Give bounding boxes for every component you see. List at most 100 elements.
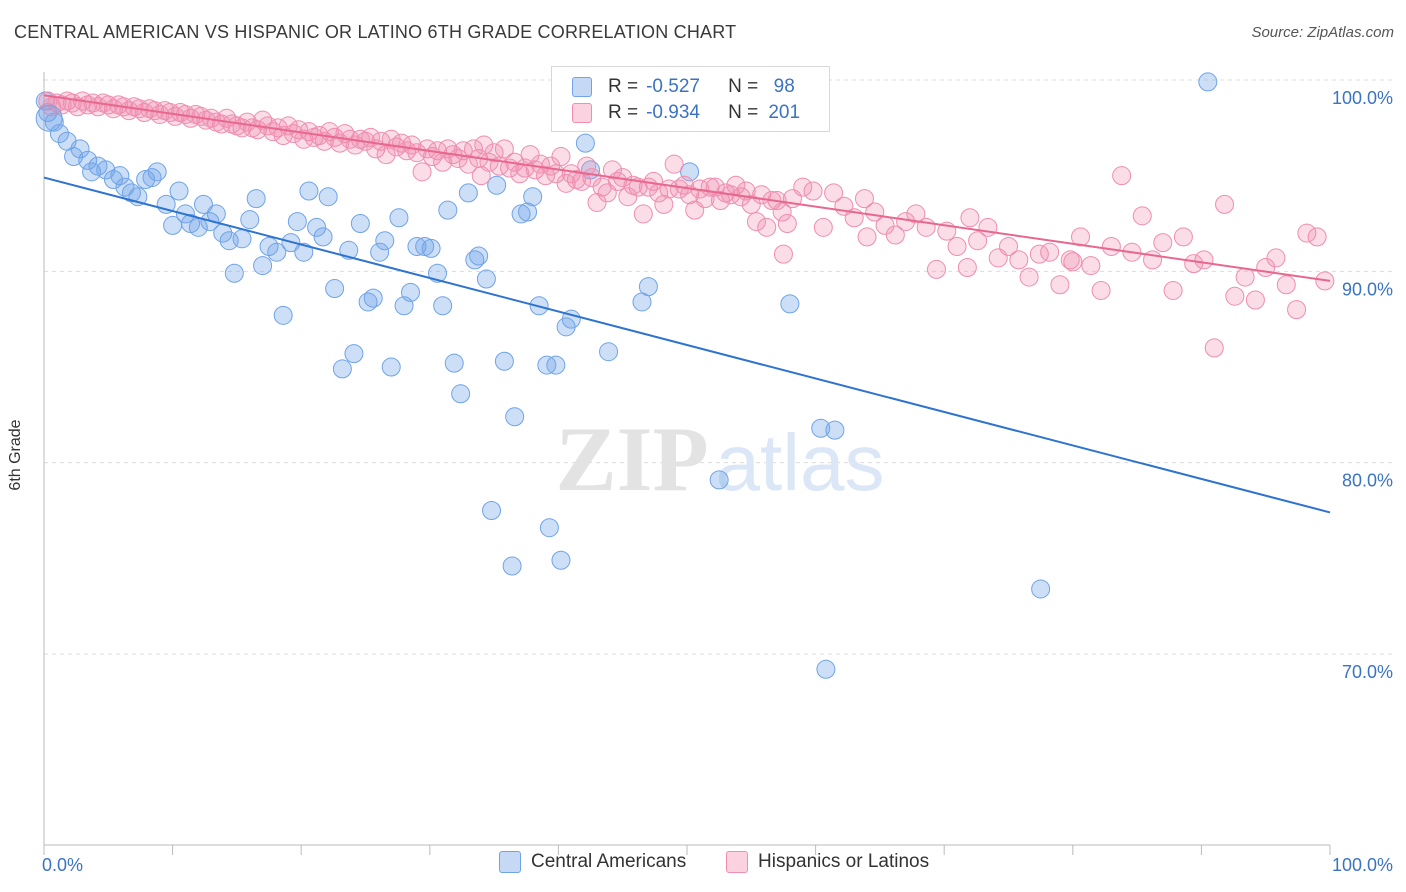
data-point-central-americans [363,288,383,308]
data-point-hispanics [857,227,877,247]
data-point-hispanics [633,204,653,224]
data-point-central-americans [240,210,260,230]
data-point-hispanics [1225,286,1245,306]
data-point-hispanics [561,164,581,184]
data-point-hispanics [474,135,494,155]
data-point-hispanics [1019,267,1039,287]
data-point-hispanics [978,217,998,237]
data-point-central-americans [224,263,244,283]
data-point-hispanics [458,154,478,174]
data-point-central-americans [350,213,370,233]
data-point-central-americans [78,150,98,170]
data-point-central-americans [147,162,167,182]
legend-item-hispanics: Hispanics or Latinos [726,851,929,873]
legend-swatch-central-americans [499,851,521,873]
data-point-hispanics [1163,280,1183,300]
data-point-central-americans [253,256,273,276]
data-point-hispanics [1063,252,1083,272]
data-point-hispanics [494,139,514,159]
data-point-hispanics [1081,256,1101,276]
data-point-central-americans [193,194,213,214]
data-point-central-americans [546,355,566,375]
data-point-hispanics [968,231,988,251]
data-point-central-americans [476,269,496,289]
data-point-central-americans [494,351,514,371]
data-point-central-americans [299,181,319,201]
data-point-central-americans [428,263,448,283]
data-point-central-americans [110,166,130,186]
data-point-central-americans [1198,72,1218,92]
data-point-central-americans [816,659,836,679]
data-point-central-americans [511,204,531,224]
data-point-hispanics [1060,250,1080,270]
data-point-central-americans [444,353,464,373]
data-point-hispanics [1184,254,1204,274]
data-point-central-americans [825,420,845,440]
data-point-hispanics [577,156,597,176]
x-tick-label: 100.0% [1332,855,1393,875]
data-point-central-americans [458,183,478,203]
data-point-central-americans [1031,579,1051,599]
data-point-central-americans [35,104,63,132]
data-point-hispanics [824,183,844,203]
data-point-central-americans [482,500,502,520]
data-point-hispanics [741,194,761,214]
trend-line-central-americans [43,176,1331,514]
data-point-hispanics [1204,338,1224,358]
data-point-central-americans [325,279,345,299]
y-tick-label: 100.0% [1332,88,1393,108]
data-point-hispanics [960,208,980,228]
data-point-hispanics [813,217,833,237]
data-point-hispanics [602,160,622,180]
data-point-central-americans [307,217,327,237]
data-point-central-americans [539,518,559,538]
data-point-central-americans [259,236,279,256]
data-point-hispanics [773,244,793,264]
data-point-central-americans [232,229,252,249]
data-point-central-americans [318,187,338,207]
series-legend: Central Americans Hispanics or Latinos [0,851,1406,877]
legend-swatch-hispanics [726,851,748,873]
data-point-central-americans [64,147,84,167]
data-point-hispanics [772,202,792,222]
data-point-hispanics [1287,300,1307,320]
data-point-hispanics [1009,250,1029,270]
data-point-hispanics [1245,290,1265,310]
data-point-hispanics [1153,233,1173,253]
y-tick-label: 70.0% [1342,662,1393,682]
legend-r-label: R = [608,76,639,97]
data-point-hispanics [906,204,926,224]
data-point-central-americans [313,227,333,247]
data-point-hispanics [551,147,571,167]
data-point-hispanics [746,212,766,232]
data-point-central-americans [599,342,619,362]
data-point-central-americans [358,292,378,312]
data-point-central-americans [332,359,352,379]
data-point-hispanics [237,112,257,132]
data-point-central-americans [502,556,522,576]
legend-n-label: N = [728,76,759,97]
y-tick-label: 90.0% [1342,279,1393,299]
data-point-hispanics [654,194,674,214]
data-point-central-americans [142,168,162,188]
data-point-central-americans [780,294,800,314]
data-point-hispanics [1235,267,1255,287]
data-point-hispanics [674,175,694,195]
legend-row-hispanics: R = -0.934 N = 201 [572,100,810,126]
data-point-central-americans [273,305,293,325]
data-point-central-americans [518,202,538,222]
data-point-hispanics [587,192,607,212]
legend-r-value: -0.527 [646,76,700,97]
source-label: Source: ZipAtlas.com [1251,24,1394,41]
legend-r-value: -0.934 [646,102,700,123]
data-point-hispanics [1307,227,1327,247]
data-point-central-americans [169,181,189,201]
data-point-central-americans [638,277,658,297]
watermark-atlas: atlas [716,418,885,507]
legend-swatch-hispanics [572,103,592,123]
data-point-hispanics [471,166,491,186]
data-point-central-americans [246,189,266,209]
data-point-hispanics [1091,280,1111,300]
legend-n-value: 98 [773,76,795,97]
data-point-central-americans [575,133,595,153]
